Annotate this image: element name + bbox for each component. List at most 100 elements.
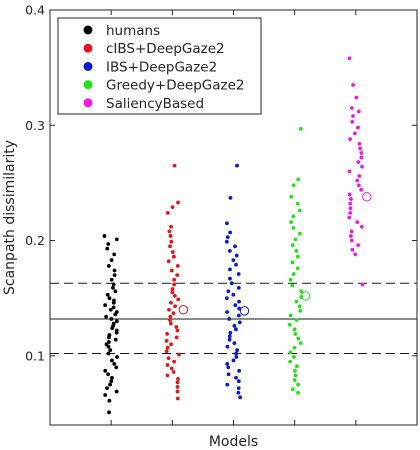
point-humans-8 bbox=[112, 273, 117, 278]
point-Greedy+DeepGaze2-14 bbox=[290, 260, 295, 265]
point-Greedy+DeepGaze2-35 bbox=[294, 364, 299, 369]
legend-label-Greedy+DeepGaze2: Greedy+DeepGaze2 bbox=[106, 78, 245, 94]
point-cIBS+DeepGaze2-17 bbox=[170, 287, 175, 291]
point-humans-5 bbox=[109, 258, 114, 263]
point-Greedy+DeepGaze2-7 bbox=[289, 220, 293, 225]
point-Greedy+DeepGaze2-34 bbox=[288, 359, 293, 364]
point-humans-37 bbox=[106, 351, 111, 356]
point-IBS+DeepGaze2-3 bbox=[228, 230, 233, 235]
point-IBS+DeepGaze2-20 bbox=[233, 303, 238, 308]
point-SaliencyBased-21 bbox=[347, 192, 352, 197]
point-SaliencyBased-11 bbox=[358, 146, 363, 151]
point-Greedy+DeepGaze2-29 bbox=[296, 336, 301, 341]
point-Greedy+DeepGaze2-30 bbox=[298, 341, 303, 346]
point-SaliencyBased-2 bbox=[354, 95, 359, 100]
point-Greedy+DeepGaze2-13 bbox=[295, 254, 300, 259]
point-cIBS+DeepGaze2-10 bbox=[171, 254, 176, 259]
point-IBS+DeepGaze2-5 bbox=[224, 239, 229, 244]
point-IBS+DeepGaze2-1 bbox=[228, 196, 233, 200]
point-SaliencyBased-5 bbox=[351, 114, 355, 118]
point-humans-24 bbox=[114, 319, 119, 324]
point-humans-33 bbox=[107, 340, 111, 344]
legend-label-SaliencyBased: SaliencyBased bbox=[106, 96, 204, 112]
point-cIBS+DeepGaze2-24 bbox=[171, 311, 176, 316]
point-IBS+DeepGaze2-2 bbox=[225, 221, 229, 226]
point-humans-45 bbox=[109, 379, 114, 384]
point-IBS+DeepGaze2-32 bbox=[225, 344, 230, 349]
point-Greedy+DeepGaze2-4 bbox=[295, 201, 300, 206]
point-Greedy+DeepGaze2-41 bbox=[296, 390, 300, 395]
y-tick-label-2: 0.3 bbox=[25, 118, 45, 133]
point-Greedy+DeepGaze2-32 bbox=[288, 350, 293, 355]
point-IBS+DeepGaze2-41 bbox=[234, 375, 238, 380]
legend-marker-cIBS+DeepGaze2 bbox=[83, 43, 93, 53]
point-SaliencyBased-28 bbox=[359, 224, 364, 229]
point-IBS+DeepGaze2-14 bbox=[229, 281, 234, 286]
point-SaliencyBased-35 bbox=[360, 282, 365, 287]
point-humans-13 bbox=[105, 292, 110, 297]
point-Greedy+DeepGaze2-27 bbox=[292, 327, 297, 332]
point-cIBS+DeepGaze2-31 bbox=[174, 335, 179, 340]
point-cIBS+DeepGaze2-14 bbox=[175, 273, 180, 278]
point-IBS+DeepGaze2-25 bbox=[237, 320, 242, 325]
point-IBS+DeepGaze2-7 bbox=[227, 249, 232, 253]
point-IBS+DeepGaze2-27 bbox=[234, 327, 238, 332]
point-humans-7 bbox=[112, 268, 117, 273]
point-humans-36 bbox=[108, 348, 113, 352]
point-IBS+DeepGaze2-36 bbox=[231, 358, 236, 363]
point-SaliencyBased-32 bbox=[356, 243, 361, 248]
point-cIBS+DeepGaze2-39 bbox=[165, 363, 170, 367]
point-cIBS+DeepGaze2-30 bbox=[165, 332, 169, 336]
point-Greedy+DeepGaze2-21 bbox=[294, 299, 299, 304]
point-SaliencyBased-23 bbox=[348, 201, 353, 206]
point-cIBS+DeepGaze2-34 bbox=[165, 345, 170, 350]
point-cIBS+DeepGaze2-29 bbox=[175, 328, 180, 333]
point-humans-18 bbox=[111, 305, 116, 310]
point-cIBS+DeepGaze2-9 bbox=[170, 250, 175, 254]
point-IBS+DeepGaze2-9 bbox=[231, 258, 236, 263]
point-Greedy+DeepGaze2-18 bbox=[290, 283, 295, 288]
point-IBS+DeepGaze2-10 bbox=[234, 262, 238, 267]
point-humans-0 bbox=[102, 234, 107, 238]
point-cIBS+DeepGaze2-25 bbox=[168, 314, 173, 319]
legend-label-cIBS+DeepGaze2: cIBS+DeepGaze2 bbox=[106, 41, 225, 57]
point-cIBS+DeepGaze2-22 bbox=[173, 304, 178, 309]
point-Greedy+DeepGaze2-6 bbox=[291, 214, 296, 219]
point-IBS+DeepGaze2-44 bbox=[236, 386, 241, 391]
point-Greedy+DeepGaze2-40 bbox=[290, 387, 295, 392]
point-IBS+DeepGaze2-11 bbox=[228, 267, 232, 272]
point-humans-10 bbox=[111, 282, 116, 287]
point-IBS+DeepGaze2-15 bbox=[236, 285, 241, 290]
point-Greedy+DeepGaze2-36 bbox=[293, 368, 297, 373]
point-humans-48 bbox=[114, 389, 119, 394]
point-SaliencyBased-30 bbox=[349, 234, 353, 238]
point-SaliencyBased-15 bbox=[360, 164, 364, 169]
point-SaliencyBased-29 bbox=[349, 229, 354, 234]
point-IBS+DeepGaze2-45 bbox=[236, 390, 241, 395]
point-Greedy+DeepGaze2-31 bbox=[292, 345, 297, 350]
point-Greedy+DeepGaze2-17 bbox=[288, 277, 293, 282]
legend-label-humans: humans bbox=[106, 23, 160, 39]
point-IBS+DeepGaze2-13 bbox=[228, 276, 232, 281]
point-Greedy+DeepGaze2-39 bbox=[296, 382, 301, 387]
point-humans-49 bbox=[103, 393, 108, 397]
point-IBS+DeepGaze2-33 bbox=[235, 348, 240, 352]
y-axis-label: Scanpath dissimilarity bbox=[2, 140, 18, 295]
point-SaliencyBased-16 bbox=[347, 169, 352, 174]
point-Greedy+DeepGaze2-1 bbox=[296, 177, 301, 182]
point-IBS+DeepGaze2-23 bbox=[236, 313, 241, 318]
mean-markers bbox=[178, 192, 372, 316]
point-humans-19 bbox=[108, 307, 113, 312]
point-IBS+DeepGaze2-24 bbox=[227, 317, 232, 321]
point-SaliencyBased-34 bbox=[353, 252, 358, 257]
point-cIBS+DeepGaze2-8 bbox=[168, 244, 172, 249]
point-cIBS+DeepGaze2-40 bbox=[169, 366, 174, 371]
point-humans-21 bbox=[113, 312, 118, 317]
point-Greedy+DeepGaze2-26 bbox=[287, 322, 292, 327]
data-points bbox=[102, 56, 365, 415]
point-humans-22 bbox=[104, 314, 108, 319]
point-cIBS+DeepGaze2-5 bbox=[167, 229, 172, 234]
mean-marker-Greedy+DeepGaze2 bbox=[300, 291, 311, 301]
point-IBS+DeepGaze2-29 bbox=[227, 334, 232, 339]
